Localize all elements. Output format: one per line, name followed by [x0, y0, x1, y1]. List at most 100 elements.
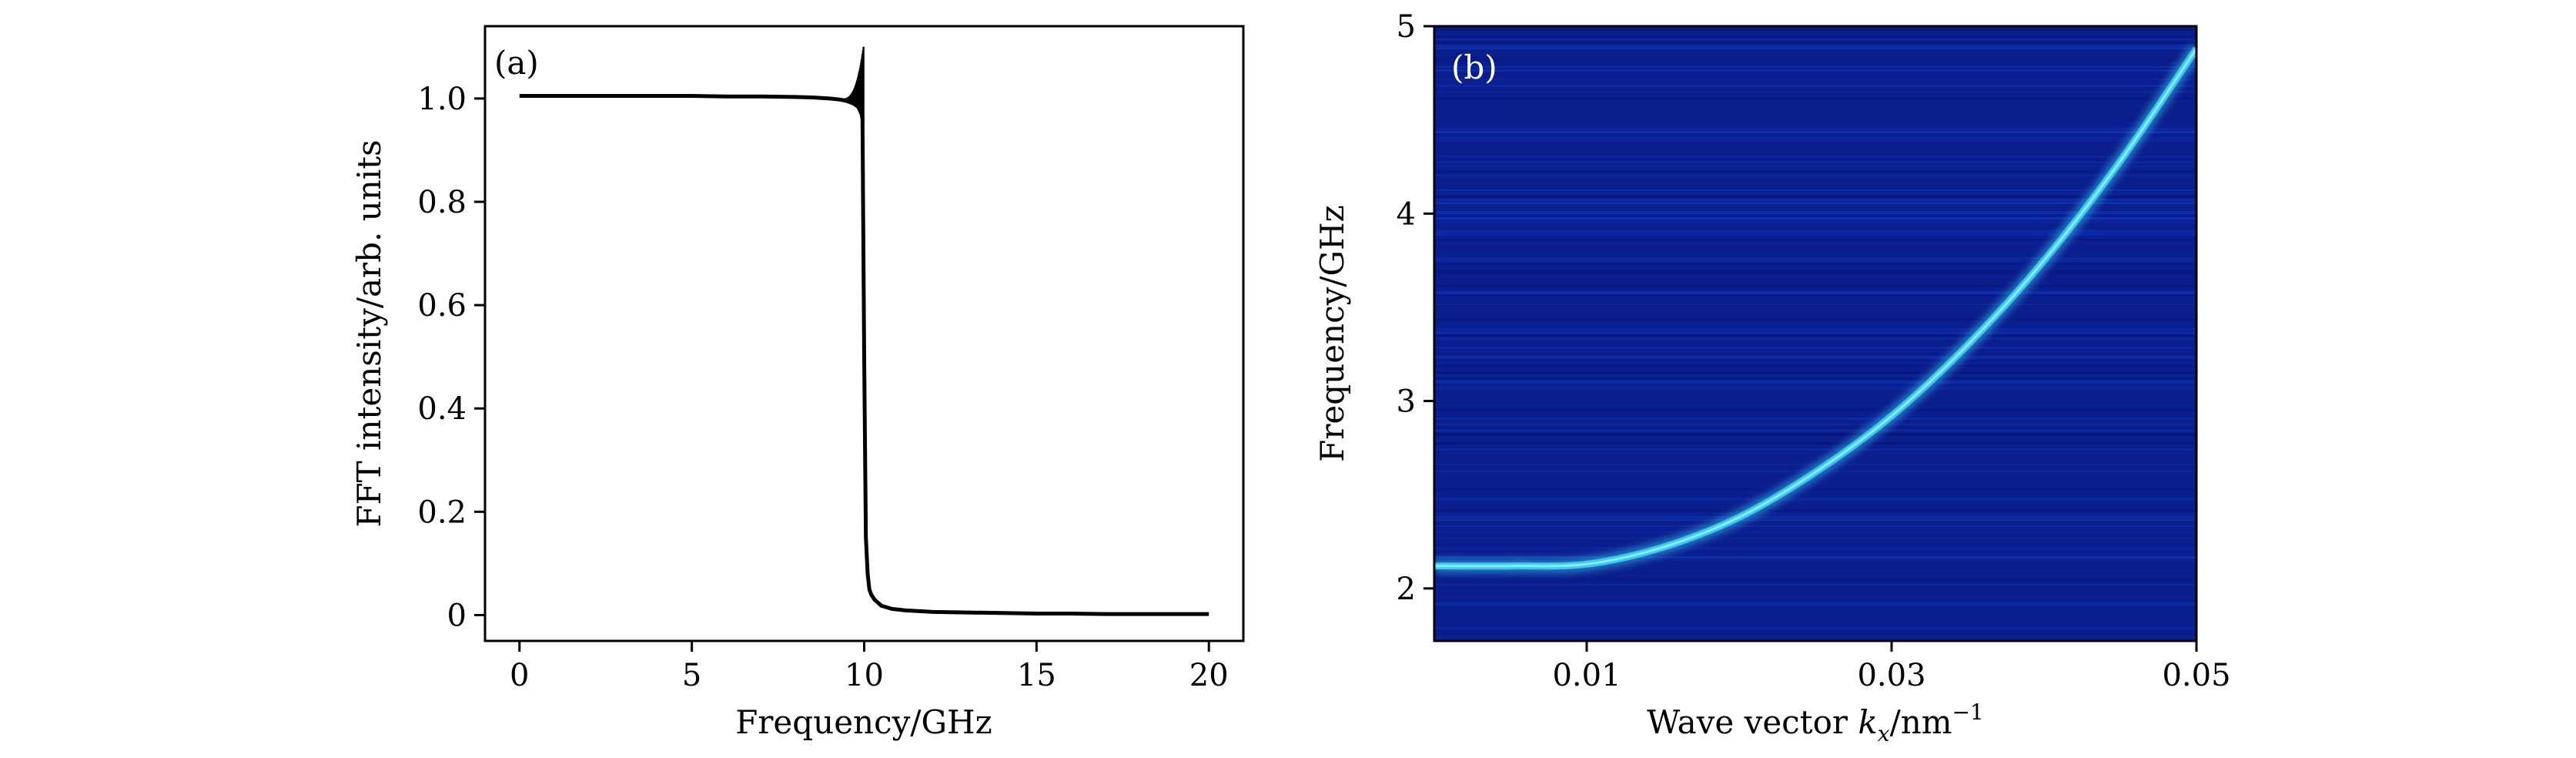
panel-b-noise-stripe — [1434, 128, 2196, 130]
panel-b-noise-stripe — [1434, 45, 2196, 48]
panel-b-ytick-label: 2 — [1397, 572, 1416, 607]
panel-a-ytick-label: 1.0 — [417, 82, 467, 117]
panel-b-noise-stripe — [1434, 85, 2196, 87]
panel-b-noise-stripe — [1434, 97, 2196, 100]
panel-b-noise-stripe — [1434, 82, 2196, 84]
panel-b-noise-stripe — [1434, 294, 2196, 296]
panel-b-noise-stripe — [1434, 270, 2196, 273]
panel-b-noise-stripe — [1434, 387, 2196, 390]
panel-a-oscillation-band — [842, 46, 865, 125]
panel-b-noise-stripe — [1434, 331, 2196, 334]
panel-b-noise-stripe — [1434, 556, 2196, 558]
panel-b-noise-stripe — [1434, 538, 2196, 539]
panel-b-noise-stripe — [1434, 584, 2196, 585]
panel-a-ytick-label: 0.6 — [417, 288, 467, 324]
panel-b-noise-stripe — [1434, 199, 2196, 201]
panel-b-noise-stripe — [1434, 35, 2196, 39]
panel-b-noise-stripe — [1434, 633, 2196, 635]
panel-b-noise-stripe — [1434, 57, 2196, 60]
panel-b-noise-stripe — [1434, 510, 2196, 511]
panel-b-noise-stripe — [1434, 29, 2196, 31]
panel-b-noise-stripe — [1434, 39, 2196, 40]
panel-b-noise-stripe — [1434, 42, 2196, 44]
panel-b-noise-stripe — [1434, 239, 2196, 240]
panel-b-xlabel: Wave vector kx/nm−1 — [1647, 699, 1984, 746]
panel-b-noise-stripe — [1434, 257, 2196, 260]
panel-b-noise-stripe — [1434, 525, 2196, 527]
panel-b-ticks: 0.01 0.03 0.05 2 3 4 5 — [1397, 9, 2231, 693]
panel-b-xtick-label: 0.05 — [2162, 658, 2230, 693]
panel-a-xtick-label: 0 — [510, 658, 529, 693]
panel-a-ticks: 0 5 10 15 20 0 0.2 0.4 0.6 0.8 1.0 — [417, 82, 1228, 693]
panel-b-noise-stripe — [1434, 174, 2196, 176]
panel-a-series-line — [519, 94, 1209, 616]
panel-b-noise-stripe — [1434, 75, 2196, 78]
panel-a-tag: (a) — [494, 44, 539, 82]
panel-b-noise-stripe — [1434, 242, 2196, 244]
panel-b-noise-stripes — [1434, 26, 2196, 641]
panel-b-noise-stripe — [1434, 356, 2196, 359]
panel-b-noise-stripe — [1434, 442, 2196, 444]
panel-b-noise-stripe — [1434, 285, 2196, 287]
panel-b-noise-stripe — [1434, 122, 2196, 125]
panel-b-noise-stripe — [1434, 319, 2196, 320]
panel-b-noise-stripe — [1434, 304, 2196, 305]
panel-b-noise-stripe — [1434, 91, 2196, 92]
panel-b-noise-stripe — [1434, 458, 2196, 459]
panel-b-noise-stripe — [1434, 436, 2196, 438]
panel-b-dispersion-core — [1434, 48, 2196, 568]
panel-b-xtick-label: 0.03 — [1857, 658, 1925, 693]
panel-a-oscillation-marks — [842, 46, 865, 125]
panel-b-noise-stripe — [1434, 214, 2196, 217]
panel-b-noise-stripe — [1434, 153, 2196, 154]
panel-b-xlabel-mid: /nm — [1890, 703, 1952, 741]
panel-b-ylabel: Frequency/GHz — [1313, 205, 1351, 462]
panel-b-noise-stripe — [1434, 414, 2196, 416]
panel-b-noise-stripe — [1434, 79, 2196, 80]
panel-b-noise-stripe — [1434, 411, 2196, 414]
panel-a-xlabel: Frequency/GHz — [735, 703, 992, 741]
panel-b-noise-stripe — [1434, 220, 2196, 223]
panel-a-ylabel: FFT intensity/arb. units — [350, 139, 388, 527]
panel-b-ytick-label: 3 — [1397, 384, 1416, 420]
panel-b-noise-stripe — [1434, 430, 2196, 431]
panel-b-noise-stripe — [1434, 131, 2196, 133]
panel-b-noise-stripe — [1434, 418, 2196, 420]
panel-b-noise-stripe — [1434, 334, 2196, 337]
panel-a-ytick-label: 0.2 — [417, 495, 467, 530]
panel-b-noise-stripe — [1434, 532, 2196, 533]
panel-b-noise-stripe — [1434, 559, 2196, 561]
panel-b-noise-stripe — [1434, 254, 2196, 256]
panel-a-xtick-label: 10 — [845, 658, 884, 693]
panel-b-noise-stripe — [1434, 193, 2196, 194]
panel-b-noise-stripe — [1434, 248, 2196, 250]
panel-b-tag: (b) — [1451, 49, 1497, 86]
panel-a-ytick-label: 0.8 — [417, 185, 467, 220]
panel-b-noise-stripe — [1434, 516, 2196, 518]
panel-b-ytick-label: 4 — [1397, 196, 1416, 232]
panel-a: 0 5 10 15 20 0 0.2 0.4 0.6 0.8 1.0 (a) Frequency/G… — [350, 25, 1245, 741]
panel-b-noise-stripe — [1434, 190, 2196, 191]
panel-b-noise-stripe — [1434, 498, 2196, 501]
panel-b-noise-stripe — [1434, 263, 2196, 265]
panel-b: 0.01 0.03 0.05 2 3 4 5 (b) Wave vector kx/nm−1… — [1313, 9, 2231, 746]
panel-b-noise-stripe — [1434, 488, 2196, 491]
panel-b-noise-stripe — [1434, 578, 2196, 581]
panel-b-noise-stripe — [1434, 171, 2196, 173]
panel-b-noise-stripe — [1434, 374, 2196, 377]
panel-b-xlabel-sup: −1 — [1952, 699, 1984, 725]
panel-a-xtick-label: 15 — [1017, 658, 1056, 693]
panel-b-noise-stripe — [1434, 226, 2196, 230]
panel-b-noise-stripe — [1434, 211, 2196, 214]
panel-b-noise-stripe — [1434, 140, 2196, 142]
panel-b-xtick-label: 0.01 — [1552, 658, 1621, 693]
panel-b-noise-stripe — [1434, 48, 2196, 49]
panel-b-noise-stripe — [1434, 519, 2196, 521]
panel-b-noise-stripe — [1434, 230, 2196, 233]
panel-b-noise-stripe — [1434, 236, 2196, 237]
panel-b-noise-stripe — [1434, 544, 2196, 546]
panel-b-noise-stripe — [1434, 137, 2196, 140]
panel-b-noise-stripe — [1434, 408, 2196, 411]
panel-b-noise-stripe — [1434, 636, 2196, 639]
